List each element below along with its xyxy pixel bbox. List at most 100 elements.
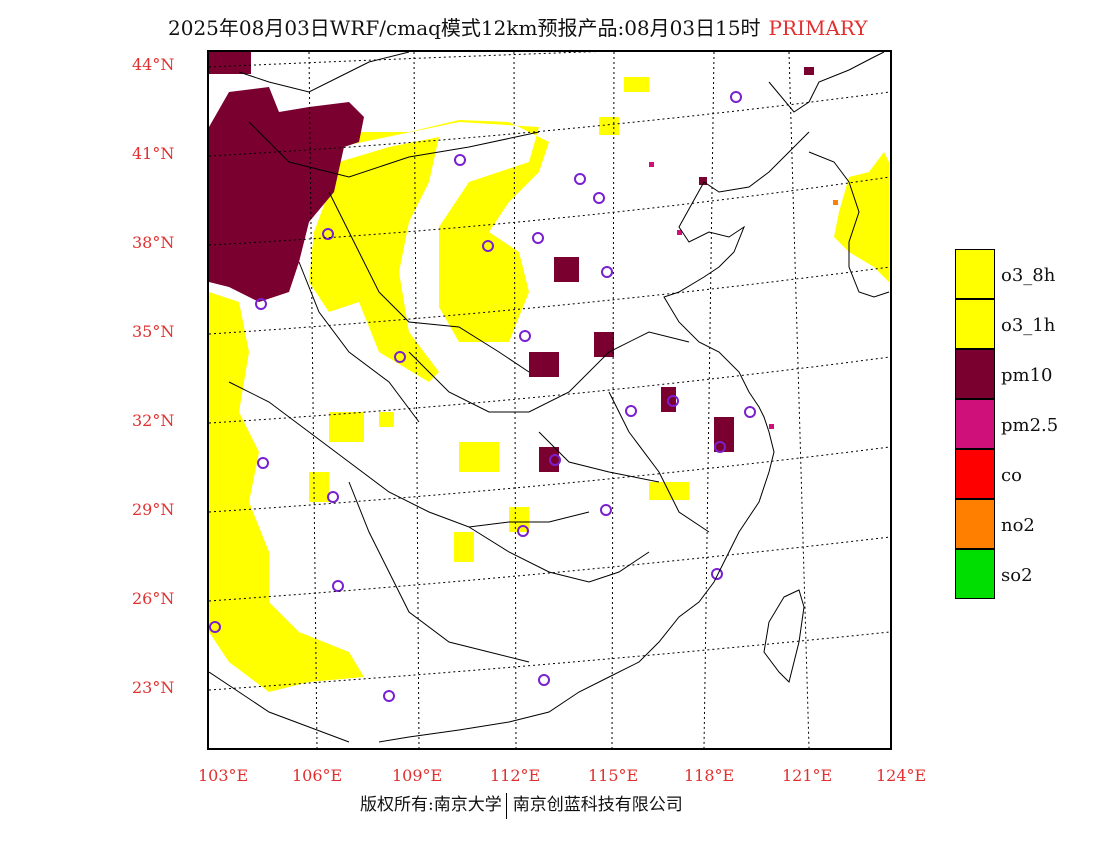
longitude-line-112: [513, 52, 517, 748]
legend-item-o3-1h: o3_1h: [955, 299, 1085, 349]
latitude-line-35: [209, 266, 890, 335]
station-marker: [744, 406, 756, 418]
station-marker: [625, 405, 637, 417]
longitude-line-106: [308, 52, 318, 748]
title-primary-tag: PRIMARY: [768, 16, 868, 40]
taiwan-outline: [763, 589, 805, 683]
pm10-patch-4: [539, 447, 559, 472]
ozone-region-loess: [309, 137, 439, 382]
pm25-point-1: [677, 230, 682, 235]
latitude-line-38: [209, 176, 890, 246]
legend-label: pm2.5: [1001, 415, 1059, 436]
pm25-points: [649, 162, 774, 429]
lat-label-26: 26°N: [132, 589, 175, 608]
legend-swatch: [955, 549, 995, 599]
ozone-patch-5: [329, 412, 364, 442]
lon-label-115: 115°E: [588, 766, 639, 785]
latitude-line-32: [209, 356, 890, 424]
lon-label-121: 121°E: [782, 766, 833, 785]
station-marker: [593, 192, 605, 204]
legend-item-pm10: pm10: [955, 349, 1085, 399]
latitude-line-29: [209, 446, 890, 513]
map-canvas: [209, 52, 890, 748]
station-marker: [600, 504, 612, 516]
copyright-left: 版权所有:南京大学: [360, 795, 502, 815]
pm25-point-3: [769, 424, 774, 429]
lon-label-109: 109°E: [392, 766, 443, 785]
longitude-line-121: [788, 52, 810, 748]
no2-point-1: [833, 200, 838, 205]
pm10-patch-1: [554, 257, 579, 282]
map-title: 2025年08月03日WRF/cmaq模式12km预报产品:08月03日15时 P…: [168, 12, 868, 41]
pm10-patch-2: [529, 352, 559, 377]
legend-label: o3_1h: [1001, 315, 1056, 336]
ozone-patch-3: [454, 532, 474, 562]
ozone-patch-9: [379, 412, 394, 427]
latitude-line-44: [209, 52, 598, 68]
ozone-region-west-edge: [209, 347, 239, 442]
legend-swatch: [955, 499, 995, 549]
ozone-patch-6: [309, 472, 329, 502]
map-panel[interactable]: [207, 50, 892, 750]
station-marker: [711, 568, 723, 580]
pm10-patch-5: [714, 417, 734, 452]
pm10-patch-3: [594, 332, 614, 357]
legend-swatch: [955, 349, 995, 399]
legend-label: no2: [1001, 515, 1035, 536]
legend-swatch: [955, 399, 995, 449]
lon-label-106: 106°E: [292, 766, 343, 785]
lat-label-35: 35°N: [132, 322, 175, 341]
station-marker: [394, 351, 406, 363]
lat-label-23: 23°N: [132, 678, 175, 697]
legend-item-pm25: pm2.5: [955, 399, 1085, 449]
pm10-region-nw-corner: [209, 52, 251, 74]
lon-label-103: 103°E: [198, 766, 249, 785]
station-marker: [549, 454, 561, 466]
latitude-line-26: [209, 536, 890, 602]
station-markers: [209, 91, 756, 702]
latitude-line-41: [209, 91, 890, 157]
ozone-patch-1: [459, 442, 499, 472]
province-lines: [228, 121, 710, 663]
station-marker: [667, 395, 679, 407]
ozone-region-northeast: [834, 152, 889, 282]
legend-item-so2: so2: [955, 549, 1085, 599]
pm10-region-northwest: [209, 87, 364, 302]
station-marker: [517, 525, 529, 537]
longitude-line-115: [611, 52, 615, 748]
legend-item-co: co: [955, 449, 1085, 499]
station-marker: [714, 441, 726, 453]
station-marker: [255, 298, 267, 310]
legend-item-o3-8h: o3_8h: [955, 249, 1085, 299]
station-marker: [322, 228, 334, 240]
station-marker: [257, 457, 269, 469]
lat-label-29: 29°N: [132, 500, 175, 519]
legend-label: so2: [1001, 565, 1033, 586]
longitude-line-118: [703, 52, 715, 748]
station-marker: [519, 330, 531, 342]
copyright-footer: 版权所有:南京大学 南京创蓝科技有限公司: [360, 790, 683, 819]
lat-label-38: 38°N: [132, 233, 175, 252]
lon-label-118: 118°E: [684, 766, 735, 785]
station-marker: [730, 91, 742, 103]
lat-label-44: 44°N: [132, 55, 175, 74]
legend: o3_8h o3_1h pm10 pm2.5 co no2 so2: [955, 249, 1085, 599]
no2-points: [833, 200, 838, 205]
station-marker: [454, 154, 466, 166]
lon-label-124: 124°E: [876, 766, 927, 785]
lat-label-32: 32°N: [132, 411, 175, 430]
legend-label: co: [1001, 465, 1022, 486]
ozone-region-north: [339, 120, 549, 342]
footer-separator: [505, 792, 507, 819]
lon-label-112: 112°E: [490, 766, 541, 785]
legend-swatch: [955, 299, 995, 349]
ozone-region-sw: [209, 292, 364, 692]
station-marker: [332, 580, 344, 592]
station-marker: [327, 491, 339, 503]
station-marker: [383, 690, 395, 702]
legend-label: o3_8h: [1001, 265, 1056, 286]
legend-swatch: [955, 449, 995, 499]
station-marker: [532, 232, 544, 244]
legend-item-no2: no2: [955, 499, 1085, 549]
station-marker: [574, 173, 586, 185]
